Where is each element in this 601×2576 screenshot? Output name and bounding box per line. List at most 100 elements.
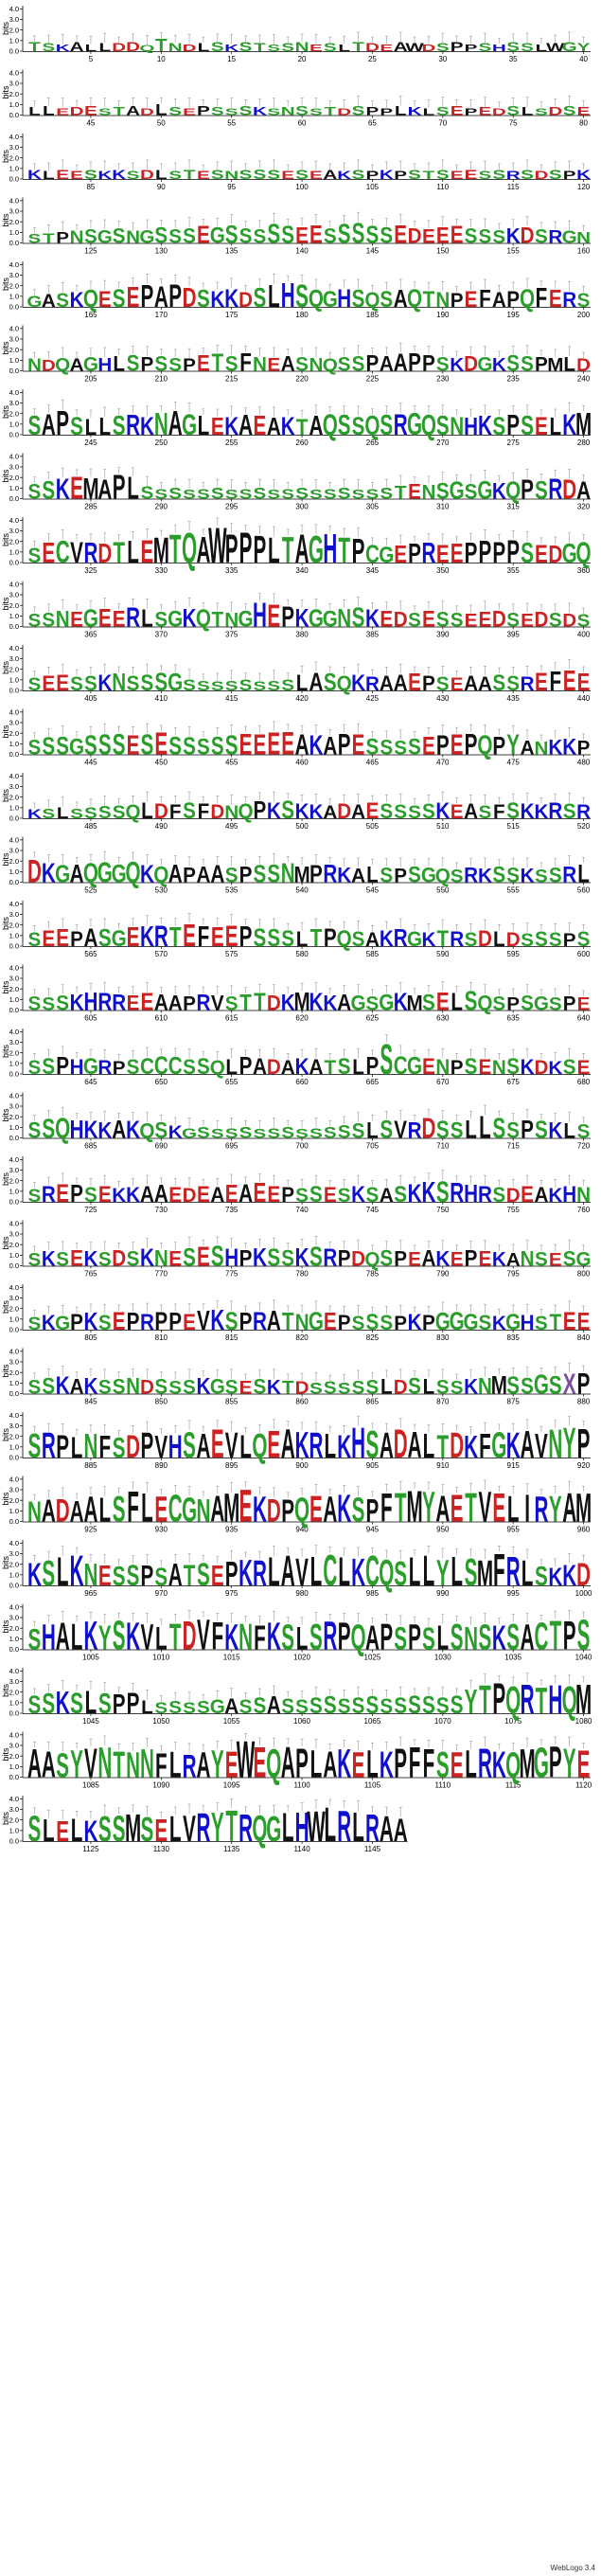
logo-letter: K <box>295 1424 309 1466</box>
x-tick-label: 1040 <box>575 1654 592 1662</box>
logo-letter: S <box>338 1054 351 1080</box>
logo-letter: P <box>168 278 182 315</box>
logo-letter: P <box>549 1737 562 1787</box>
y-axis-label: bits <box>1 852 10 867</box>
logo-letter: E <box>113 1307 126 1335</box>
logo-letter: K <box>239 1552 253 1594</box>
logo-letter: S <box>225 993 239 1014</box>
logo-letter: S <box>98 1810 112 1850</box>
logo-letter: L <box>352 1805 364 1852</box>
logo-letter: P <box>366 1493 380 1530</box>
logo-letter: S <box>168 1698 182 1718</box>
y-tick-label: 1.0 <box>9 1570 19 1579</box>
y-tick-label: 3.0 <box>9 335 19 344</box>
logo-letter: K <box>309 801 323 823</box>
logo-letter: S <box>380 223 393 248</box>
logo-letter: L <box>465 1116 477 1144</box>
y-tick-label: 2.0 <box>9 346 19 354</box>
logo-letter: A <box>267 1306 281 1336</box>
logo-letter: S <box>98 803 112 823</box>
x-tick-label: 395 <box>507 631 521 639</box>
logo-letter: K <box>27 807 42 822</box>
logo-letter: S <box>506 1118 520 1143</box>
logo-letter: E <box>465 611 478 631</box>
logo-letter: P <box>492 536 505 570</box>
x-tick-label: 115 <box>507 183 520 191</box>
x-tick-label: 175 <box>225 311 239 319</box>
logo-letter: Q <box>364 411 380 441</box>
logo-letter: Q <box>505 1678 521 1721</box>
y-tick-label: 3.0 <box>9 1102 19 1111</box>
logo-letter: E <box>70 1245 83 1271</box>
logo-letter: S <box>239 224 253 248</box>
logo-letter: F <box>254 1619 266 1658</box>
y-axis-label: bits <box>1 341 10 355</box>
logo-letter: S <box>324 486 337 502</box>
y-tick-label: 4.0 <box>9 516 19 525</box>
x-tick-label: 470 <box>436 759 450 767</box>
x-tick-label: 780 <box>295 1270 309 1279</box>
logo-letter: R <box>478 1182 492 1208</box>
x-tick-label: 155 <box>507 247 521 256</box>
logo-letter: K <box>253 1490 267 1530</box>
y-axis-label: bits <box>1 533 10 547</box>
logo-letter: M <box>491 1371 507 1400</box>
logo-letter: S <box>436 607 450 632</box>
logo-letter: T <box>352 40 364 55</box>
logo-letter: G <box>210 1374 225 1399</box>
logo-letter: Q <box>364 1248 380 1270</box>
logo-letter: S <box>324 669 337 696</box>
x-tick-label: 90 <box>157 183 166 191</box>
logo-letter: S <box>380 1245 393 1271</box>
logo-letter: E <box>183 918 196 953</box>
logo-letter: K <box>534 801 548 823</box>
logo-letter: K <box>42 1310 56 1334</box>
y-axis-label: bits <box>1 1684 10 1698</box>
logo-letter: S <box>254 167 267 183</box>
logo-letter: A <box>309 1054 323 1079</box>
logo-letter: S <box>352 351 365 376</box>
logo-letter: L <box>521 105 534 118</box>
logo-letter: S <box>281 796 294 824</box>
y-tick-label: 0.0 <box>9 750 19 759</box>
logo-letter: S <box>211 732 224 760</box>
x-tick-label: 330 <box>155 566 168 575</box>
logo-letter: N <box>97 1740 112 1787</box>
logo-letter: K <box>492 1744 506 1785</box>
logo-letter: N <box>83 1427 97 1466</box>
logo-letter: S <box>168 169 182 182</box>
logo-letter: E <box>56 1816 69 1848</box>
logo-letter: E <box>98 1561 112 1592</box>
logo-letter: S <box>408 802 421 822</box>
logo-letter: A <box>394 285 408 313</box>
logo-letter: E <box>549 285 562 313</box>
logo-letter: S <box>451 1690 464 1719</box>
y-tick-label: 1.0 <box>9 484 19 492</box>
logo-letter: S <box>465 1550 478 1593</box>
y-tick-label: 3.0 <box>9 80 19 88</box>
logo-letter: A <box>562 1485 576 1531</box>
logo-letter: K <box>83 1615 97 1659</box>
y-tick-label: 0.0 <box>9 47 19 56</box>
x-tick-label: 955 <box>507 1526 521 1534</box>
logo-letter: R <box>450 926 464 951</box>
logo-letter: K <box>70 287 84 312</box>
x-tick-label: 835 <box>507 1333 521 1342</box>
y-tick-label: 1.0 <box>9 547 19 556</box>
logo-letter: L <box>577 860 590 888</box>
logo-letter: S <box>183 676 196 694</box>
logo-letter: E <box>577 994 591 1014</box>
y-tick-label: 3.0 <box>9 654 19 663</box>
logo-letter: S <box>451 1378 464 1398</box>
logo-letter: Q <box>126 801 141 823</box>
y-tick-label: 4.0 <box>9 707 19 716</box>
logo-letter: P <box>366 350 380 376</box>
logo-letter: T <box>465 1485 477 1531</box>
logo-letter: D <box>394 1422 408 1467</box>
logo-letter: S <box>154 1563 168 1591</box>
logo-letter: K <box>295 1054 309 1080</box>
y-tick-label: 1.0 <box>9 164 19 172</box>
logo-letter: S <box>183 1376 196 1398</box>
logo-letter: L <box>43 169 55 182</box>
x-tick-label: 400 <box>577 631 591 639</box>
